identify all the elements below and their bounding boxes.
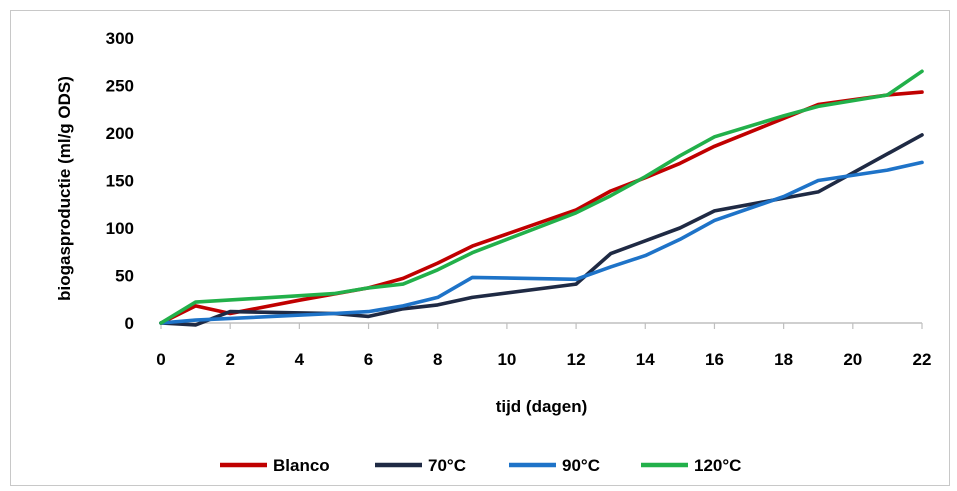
x-axis-title: tijd (dagen)	[496, 397, 588, 416]
y-tick-label: 200	[106, 124, 134, 143]
legend-label-0: Blanco	[273, 456, 330, 475]
x-tick-label: 22	[913, 350, 932, 369]
x-tick-label: 18	[774, 350, 793, 369]
series-line-1	[159, 133, 924, 327]
y-tick-label: 300	[106, 29, 134, 48]
x-tick-label: 6	[364, 350, 373, 369]
legend-label-1: 70°C	[428, 456, 466, 475]
legend-label-2: 90°C	[562, 456, 600, 475]
x-tick-label: 4	[295, 350, 305, 369]
y-tick-label: 50	[115, 267, 134, 286]
x-tick-label: 8	[433, 350, 442, 369]
x-tick-label: 20	[843, 350, 862, 369]
x-tick-label: 12	[567, 350, 586, 369]
y-tick-label: 150	[106, 172, 134, 191]
x-tick-label: 10	[497, 350, 516, 369]
axes: 0 2 4 6 8 10 12 14 16 18 20 22 0 50 100 150 200 250 300	[106, 29, 932, 369]
y-tick-label: 250	[106, 77, 134, 96]
x-tick-label: 0	[156, 350, 165, 369]
y-axis-ticks: 0 50 100 150 200 250 300	[106, 29, 134, 333]
x-axis-ticks: 0 2 4 6 8 10 12 14 16 18 20 22	[156, 323, 931, 369]
series-line-3	[159, 69, 924, 325]
legend: Blanco 70°C 90°C 120°C	[220, 456, 741, 475]
x-tick-label: 16	[705, 350, 724, 369]
series-line-0	[159, 90, 924, 325]
series-lines	[159, 69, 924, 327]
y-tick-label: 0	[125, 314, 134, 333]
y-tick-label: 100	[106, 219, 134, 238]
y-axis-title: biogasproductie (ml/g ODS)	[55, 76, 74, 301]
x-tick-label: 2	[225, 350, 234, 369]
series-line-2	[159, 160, 924, 325]
legend-label-3: 120°C	[694, 456, 741, 475]
x-tick-label: 14	[636, 350, 655, 369]
